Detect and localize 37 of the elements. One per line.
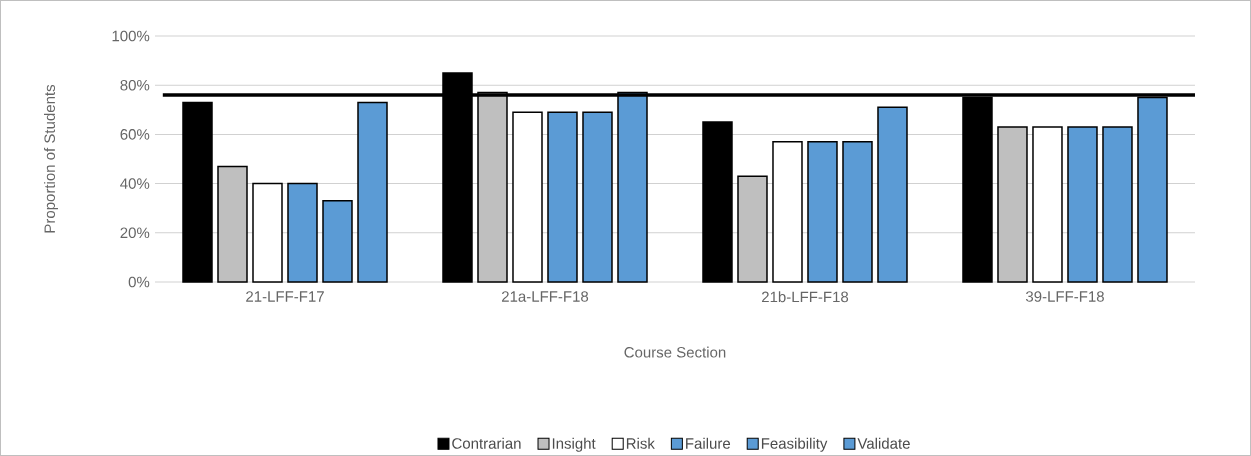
legend-label: Validate xyxy=(857,437,910,449)
y-tick-label: 100% xyxy=(112,30,150,42)
x-tick-label: 21-LFF-F17 xyxy=(246,291,324,302)
bar xyxy=(702,121,733,283)
y-axis-title: Proportion of Students xyxy=(44,84,58,233)
y-tick-label: 20% xyxy=(120,227,150,239)
x-axis-title: Course Section xyxy=(624,346,726,358)
bar xyxy=(1067,126,1098,283)
x-tick-label: 39-LFF-F18 xyxy=(1025,291,1104,302)
bar xyxy=(547,111,578,283)
bar xyxy=(877,106,908,283)
bar xyxy=(582,111,613,283)
x-tick-label: 21a-LFF-F18 xyxy=(501,291,589,302)
bar xyxy=(512,111,543,283)
bar xyxy=(322,200,353,283)
bar xyxy=(842,141,873,283)
bar xyxy=(287,182,318,283)
y-tick-label: 60% xyxy=(120,129,150,140)
bar xyxy=(217,165,248,283)
bar xyxy=(737,175,768,283)
y-tick-label: 80% xyxy=(120,79,150,91)
legend-label: Contrarian xyxy=(452,437,521,449)
bar xyxy=(252,182,283,283)
bar xyxy=(1032,126,1063,283)
bar xyxy=(807,141,838,283)
legend-label: Risk xyxy=(626,437,655,449)
bar xyxy=(772,141,803,283)
x-tick-label: 21b-LFF-F18 xyxy=(761,291,849,303)
bar xyxy=(357,101,388,283)
legend-label: Feasibility xyxy=(761,437,828,452)
bar xyxy=(182,101,213,283)
y-tick-label: 40% xyxy=(120,178,150,189)
y-tick-label: 0% xyxy=(128,276,150,288)
bar xyxy=(1102,126,1133,283)
legend-label: Insight xyxy=(552,437,596,452)
bar xyxy=(997,126,1028,283)
legend-label: Failure xyxy=(686,437,731,449)
